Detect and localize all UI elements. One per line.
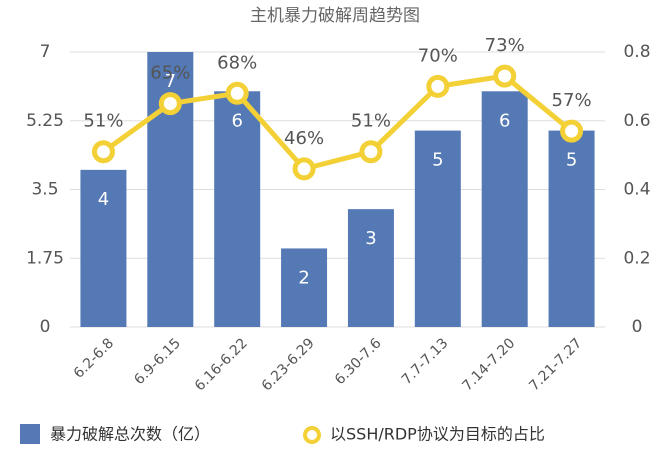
x-tick-label: 7.21-7.27 xyxy=(526,335,585,394)
x-tick-label: 6.23-6.29 xyxy=(259,335,318,394)
x-tick-label: 6.16-6.22 xyxy=(192,335,251,394)
x-tick-label: 6.9-6.15 xyxy=(131,335,184,388)
line-marker xyxy=(158,92,182,116)
bar-label: 7 xyxy=(165,71,176,92)
line-label: 65% xyxy=(150,63,190,84)
x-tick-label: 7.14-7.20 xyxy=(459,335,518,394)
bar-label: 6 xyxy=(231,110,242,131)
y2-tick-label: 0.4 xyxy=(623,180,650,200)
chart-title: 主机暴力破解周趋势图 xyxy=(250,6,420,26)
bar-label: 5 xyxy=(566,150,577,171)
bar-label: 3 xyxy=(365,228,376,249)
y-tick-label: 1.75 xyxy=(26,248,64,268)
line-marker xyxy=(91,140,115,164)
y2-tick-label: 0 xyxy=(632,317,643,337)
line-marker xyxy=(225,81,249,105)
line-marker xyxy=(292,157,316,181)
legend-label: 暴力破解总次数（亿） xyxy=(50,425,210,444)
y2-tick-label: 0.2 xyxy=(623,248,650,268)
bar-label: 6 xyxy=(499,110,510,131)
x-tick-label: 6.2-6.8 xyxy=(71,335,117,381)
x-tick-label: 7.7-7.13 xyxy=(399,335,452,388)
line-marker xyxy=(426,74,450,98)
legend-label: 以SSH/RDP协议为目标的占比 xyxy=(330,425,545,444)
bar xyxy=(414,130,461,327)
bar xyxy=(80,169,127,327)
bar xyxy=(481,91,528,328)
bar xyxy=(347,209,394,327)
legend-swatch xyxy=(303,426,321,444)
line-marker xyxy=(359,140,383,164)
y-tick-label: 5.25 xyxy=(26,111,64,131)
bar xyxy=(281,248,328,327)
bar-label: 2 xyxy=(298,267,309,288)
line-label: 46% xyxy=(284,128,324,149)
line-label: 51% xyxy=(351,111,391,132)
legend-swatch xyxy=(20,424,40,444)
y2-tick-label: 0.6 xyxy=(623,111,650,131)
bar-label: 5 xyxy=(432,150,443,171)
x-tick-label: 6.30-7.6 xyxy=(332,335,385,388)
line-label: 51% xyxy=(83,111,123,132)
y-tick-label: 7 xyxy=(40,42,51,62)
bar xyxy=(214,91,261,328)
y2-tick-label: 0.8 xyxy=(623,42,650,62)
line-marker xyxy=(560,119,584,143)
line-label: 73% xyxy=(485,35,525,56)
line-label: 68% xyxy=(217,52,257,73)
line-label: 70% xyxy=(418,45,458,66)
y-tick-label: 0 xyxy=(40,317,51,337)
line-marker xyxy=(493,64,517,88)
y-tick-label: 3.5 xyxy=(31,180,58,200)
bar xyxy=(548,130,595,327)
line-label: 57% xyxy=(552,90,592,111)
bar-label: 4 xyxy=(98,189,109,210)
